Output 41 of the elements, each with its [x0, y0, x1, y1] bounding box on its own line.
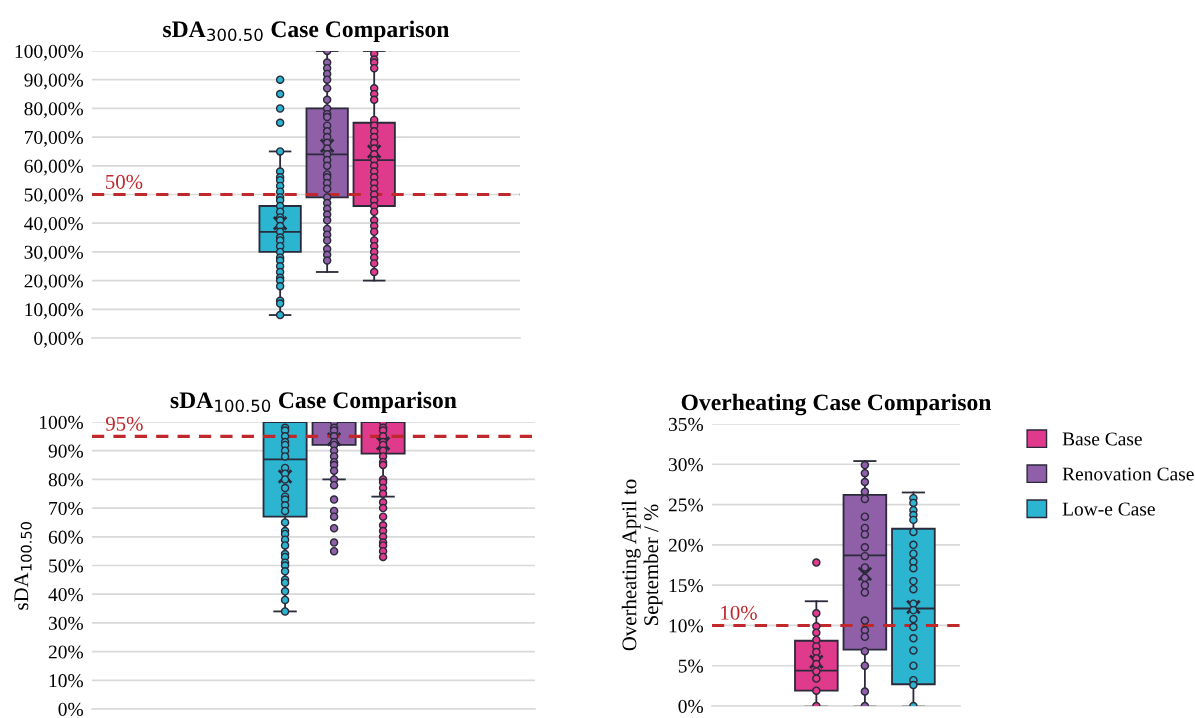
y-tick-label: 10%	[49, 674, 83, 688]
y-tick-label: 100%	[40, 415, 83, 429]
chart-title: Overheating Case Comparison	[681, 393, 992, 416]
y-tick-label: 80,00%	[24, 102, 83, 119]
y-tick-label: 20%	[48, 645, 83, 659]
y-tick-label: 0,00%	[34, 331, 83, 348]
y-axis-title: Overheating April to September / %	[621, 479, 663, 651]
y-tick-label: 20,00%	[24, 274, 83, 291]
y-tick-label: 80%	[48, 473, 83, 487]
y-tick-label: 20%	[668, 538, 703, 552]
y-tick-label: 40%	[48, 588, 83, 602]
y-tick-label: 90,00%	[24, 73, 83, 90]
y-tick-label: 90%	[48, 444, 83, 458]
y-tick-label: 10%	[669, 619, 703, 633]
chart-title: sDA$_{100.50}$ Case Comparison	[170, 391, 457, 413]
y-tick-label: 0%	[58, 702, 83, 716]
y-tick-label: 50%	[49, 559, 83, 573]
y-tick-label: 35%	[668, 417, 703, 431]
legend-label: Low-e Case	[1062, 502, 1155, 516]
y-tick-label: 50,00%	[24, 188, 83, 205]
ref-line-label: 95%	[105, 416, 143, 431]
y-tick-label: 25%	[668, 498, 703, 512]
legend-label: Base Case	[1062, 432, 1142, 446]
legend-label: Renovation Case	[1062, 467, 1194, 481]
y-tick-label: 15%	[669, 578, 703, 593]
y-tick-label: 10,00%	[25, 303, 83, 320]
chart-title: sDA$_{300.50}$ Case Comparison	[163, 20, 450, 42]
y-tick-label: 30%	[48, 616, 83, 630]
y-tick-label: 60,00%	[24, 159, 83, 176]
y-tick-label: 70%	[49, 501, 83, 516]
y-tick-label: 100,00%	[15, 44, 83, 61]
ref-line-label: 50%	[106, 174, 143, 189]
y-tick-label: 5%	[678, 659, 703, 673]
y-tick-label: 30,00%	[24, 245, 83, 262]
y-tick-label: 70,00%	[25, 130, 83, 147]
y-tick-label: 60%	[48, 530, 83, 544]
y-tick-label: 0%	[678, 699, 703, 713]
ref-line-label: 10%	[721, 605, 757, 620]
y-tick-label: 30%	[668, 458, 703, 472]
y-tick-label: 40,00%	[24, 217, 83, 233]
y-axis-title: sDA$_{100.50}$	[14, 522, 32, 610]
